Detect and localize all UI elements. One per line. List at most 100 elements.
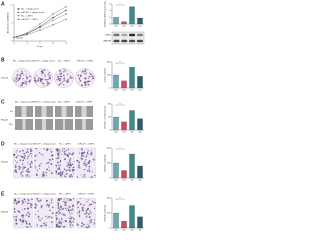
cell xyxy=(88,160,91,162)
significance-bracket xyxy=(115,62,125,64)
cell xyxy=(83,168,86,171)
cell xyxy=(30,206,32,209)
bar xyxy=(129,205,135,229)
cell xyxy=(18,197,20,200)
series-point xyxy=(52,13,54,15)
cell xyxy=(51,212,54,215)
cell xyxy=(78,216,81,218)
cell xyxy=(77,166,80,168)
cell xyxy=(15,218,18,221)
cell xyxy=(38,152,41,154)
cell xyxy=(48,170,51,172)
significance: ** xyxy=(119,104,121,106)
cell xyxy=(77,212,79,214)
cell xyxy=(30,149,33,152)
transwell-image xyxy=(13,197,33,229)
cell xyxy=(88,168,90,170)
cell xyxy=(28,175,30,177)
colony xyxy=(39,80,42,83)
cell xyxy=(18,165,20,168)
colony xyxy=(44,69,46,71)
cell xyxy=(68,206,70,208)
cell xyxy=(36,224,39,226)
cell xyxy=(70,226,72,228)
cell xyxy=(22,217,24,219)
cell xyxy=(46,175,48,177)
colony xyxy=(63,71,65,73)
colony xyxy=(80,71,82,73)
cell xyxy=(93,223,96,225)
cell xyxy=(59,208,61,211)
colony xyxy=(89,80,91,82)
colony xyxy=(89,73,92,75)
colony xyxy=(67,78,69,81)
plate xyxy=(12,68,32,88)
cell xyxy=(27,202,30,205)
cell xyxy=(56,149,59,152)
significance: ** xyxy=(119,148,121,150)
cell xyxy=(85,164,87,166)
cell xyxy=(23,198,25,200)
cell xyxy=(25,151,28,154)
cell xyxy=(21,201,24,204)
x-tick-label: (1) xyxy=(115,230,118,232)
cell xyxy=(37,210,39,212)
cell xyxy=(67,169,69,171)
cell xyxy=(16,209,19,212)
cell xyxy=(94,202,96,204)
cell xyxy=(81,225,83,227)
cell xyxy=(15,220,17,222)
x-tick-label: (2) xyxy=(123,230,126,232)
x-tick-label: (3) xyxy=(131,230,134,232)
cell xyxy=(21,214,24,217)
cell xyxy=(90,212,92,214)
cell xyxy=(41,173,44,175)
cell xyxy=(71,171,73,173)
cell-line: HepG2 xyxy=(1,120,9,122)
blot-band xyxy=(121,33,128,37)
series-point xyxy=(65,18,67,21)
cell xyxy=(42,154,44,156)
y-tick-label: 1 xyxy=(109,17,111,19)
series-point xyxy=(65,13,67,15)
colony xyxy=(78,78,81,80)
colony xyxy=(92,77,95,79)
cell xyxy=(14,170,17,173)
cell xyxy=(21,203,23,205)
bar xyxy=(121,80,127,89)
cell xyxy=(43,176,45,178)
colony xyxy=(59,79,61,82)
group-header: NC + empty vector xyxy=(13,60,31,63)
significance: ** xyxy=(119,62,121,64)
cell xyxy=(87,199,89,201)
cell xyxy=(72,209,74,211)
colony xyxy=(87,83,89,85)
cell xyxy=(31,155,33,157)
cell xyxy=(68,217,71,220)
colony xyxy=(38,77,40,79)
y-axis-label: Relative LINP1 expression xyxy=(104,0,107,27)
cell xyxy=(66,199,68,201)
cell xyxy=(27,211,30,214)
colony xyxy=(20,84,22,87)
wound-gap xyxy=(22,119,26,130)
cell xyxy=(29,154,31,156)
legend-label: NC + LINP1 xyxy=(21,15,34,17)
colony xyxy=(13,79,16,81)
colony xyxy=(57,78,60,81)
cell xyxy=(48,215,51,218)
cell xyxy=(81,209,84,211)
bar xyxy=(113,212,119,229)
cell xyxy=(55,171,58,174)
legend-label: miR-377 + empty vector xyxy=(21,11,45,14)
cell xyxy=(37,215,40,218)
panel-letter: E xyxy=(1,191,5,197)
cell xyxy=(70,222,72,224)
cell xyxy=(29,165,32,168)
cell xyxy=(58,153,60,155)
cell xyxy=(76,223,78,225)
cell xyxy=(18,200,21,203)
cell xyxy=(22,159,25,162)
cell xyxy=(50,151,53,153)
cell xyxy=(18,168,21,170)
